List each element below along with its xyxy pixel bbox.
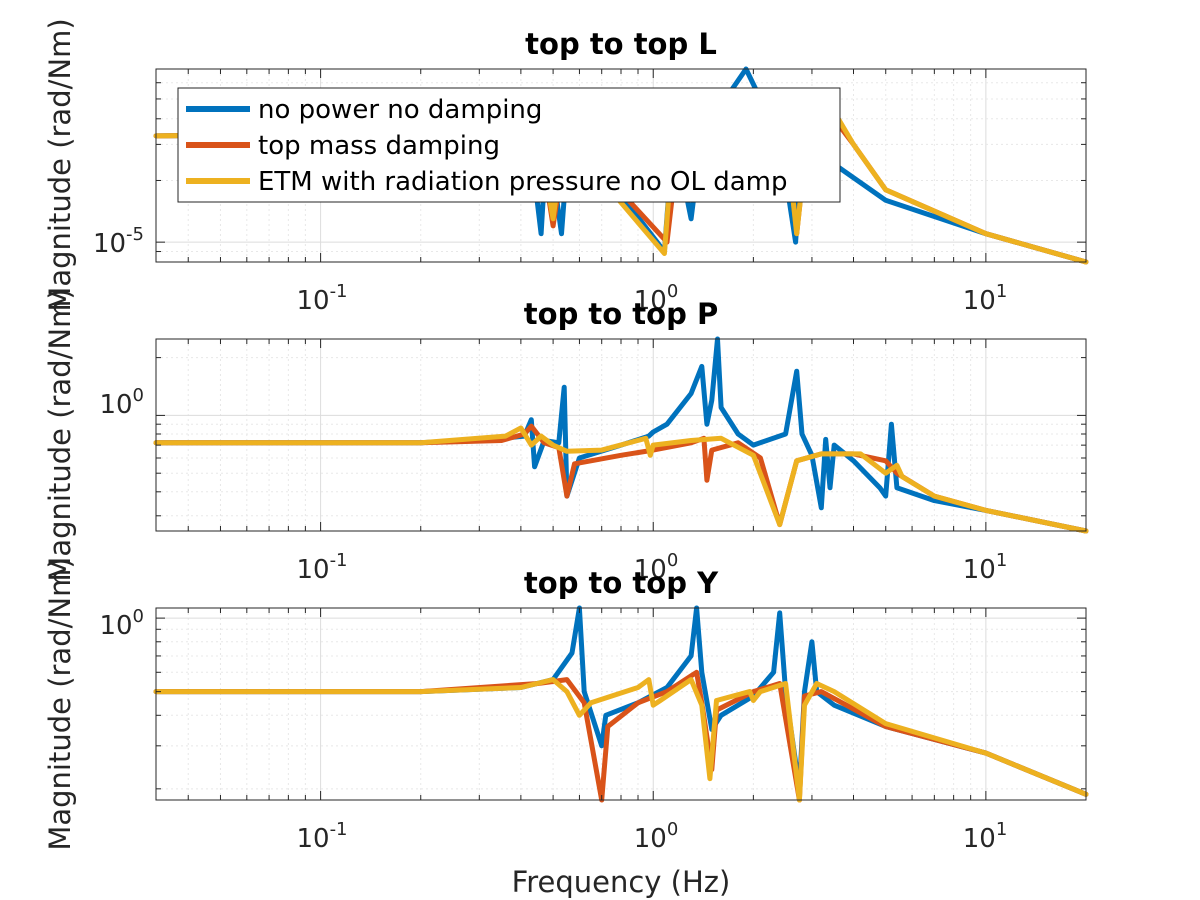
tick-marks [156,608,1087,800]
x-tick-label: 100 [634,281,679,316]
legend-entry: no power no damping [258,95,542,125]
x-tick-labels: 10-1 100 101 [296,281,1007,316]
subplot-title: top to top Y [524,566,719,600]
x-axis-label: Frequency (Hz) [512,865,731,899]
x-tick-labels: 10-1 100 101 [296,819,1007,854]
x-tick-label: 101 [963,550,1008,585]
series-line-no-power-no-damping [153,605,1089,797]
y-axis-label: Magnitude (rad/Nm) [43,557,77,850]
x-tick-label: 10-1 [296,281,347,316]
x-tick-label: 101 [963,819,1008,854]
svg-text:100: 100 [99,606,144,641]
tick-marks [156,339,1087,531]
legend: no power no damping top mass damping ETM… [177,87,841,203]
series-lines [153,605,1089,803]
y-tick-base: 10 [93,229,126,259]
x-tick-label: 101 [963,281,1008,316]
x-tick-labels: 10-1 100 101 [296,550,1007,585]
svg-text:10-5: 10-5 [93,224,144,259]
subplot-title: top to top L [525,27,717,61]
svg-text:100: 100 [99,385,144,420]
x-tick-label: 10-1 [296,550,347,585]
tick-marks [156,69,1087,263]
y-tick-exponent: -5 [126,224,144,245]
y-axis-label: Magnitude (rad/Nm) [43,18,77,311]
y-tick-label: 100 [99,385,144,420]
x-tick-label: 10-1 [296,819,347,854]
subplot-top-to-top-y: top to top Y Magnitude (rad/Nm) 100 10-1… [43,557,1089,899]
x-tick-label: 100 [634,550,679,585]
subplot-top-to-top-l: top to top L Magnitude (rad/Nm) 10-5 10-… [43,18,1089,316]
legend-entry: top mass damping [258,131,500,161]
subplot-title: top to top P [524,297,718,331]
y-tick-label: 10-5 [93,224,144,259]
series-line-top-mass-damping [153,423,1089,534]
subplot-top-to-top-p: top to top P Magnitude (rad/Nm) 100 10-1… [43,288,1089,585]
series-line-etm-with-radiation-pressure-no-ol-damp [153,677,1089,803]
legend-box [177,87,841,203]
y-axis-label: Magnitude (rad/Nm) [43,288,77,581]
y-tick-label: 100 [99,606,144,641]
x-tick-label: 100 [634,819,679,854]
legend-entry: ETM with radiation pressure no OL damp [258,167,787,197]
series-line-etm-with-radiation-pressure-no-ol-damp [153,425,1089,534]
